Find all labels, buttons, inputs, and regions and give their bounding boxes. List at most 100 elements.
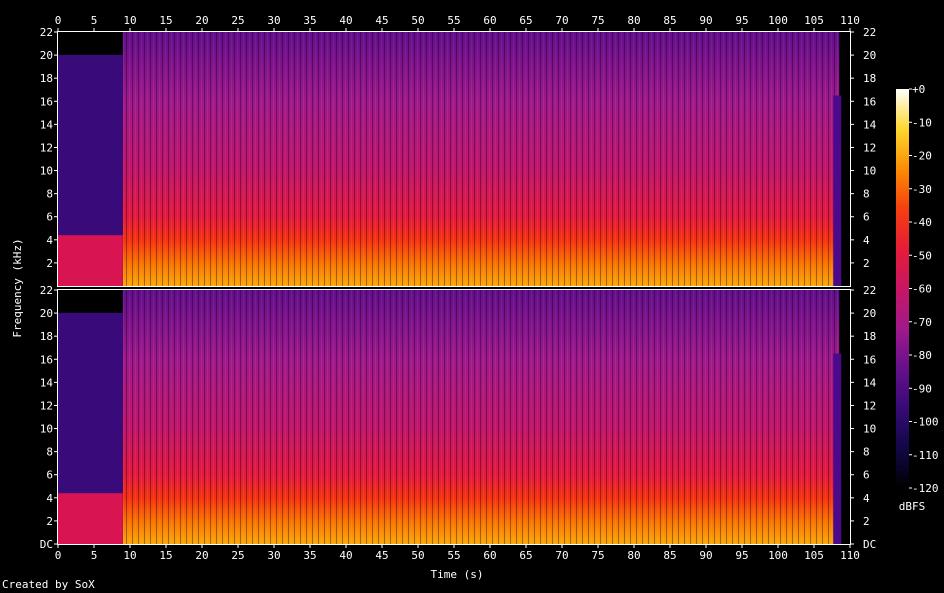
y-tick-label-left: 20 — [40, 49, 53, 62]
x-tick-label-top: 65 — [519, 14, 532, 27]
y-tick-label-right: 22 — [863, 284, 876, 297]
y-tick-label-left: 14 — [40, 376, 54, 389]
y-tick-label-left: 22 — [40, 284, 53, 297]
y-tick-label-left: 22 — [40, 26, 53, 39]
y-tick-label-left: 10 — [40, 423, 53, 436]
x-tick-label-top: 45 — [375, 14, 388, 27]
x-tick-label-top: 50 — [411, 14, 424, 27]
x-tick-label-bottom: 45 — [375, 549, 388, 562]
x-tick-label-top: 80 — [627, 14, 640, 27]
y-tick-label-left: 12 — [40, 141, 53, 154]
y-tick-label-right: 14 — [863, 376, 877, 389]
x-tick-label-top: 35 — [303, 14, 316, 27]
y-tick-label-right: 8 — [863, 446, 870, 459]
x-tick-label-bottom: 15 — [159, 549, 172, 562]
x-tick-label-bottom: 110 — [840, 549, 860, 562]
colorbar-gradient — [896, 89, 909, 488]
colorbar-tick-label: -10 — [912, 116, 932, 129]
x-tick-label-top: 70 — [555, 14, 568, 27]
y-tick-label-left: 8 — [46, 446, 53, 459]
spectrogram-intro-low-band — [58, 493, 123, 544]
x-tick-label-bottom: 50 — [411, 549, 424, 562]
x-tick-label-top: 110 — [840, 14, 860, 27]
x-tick-label-top: 20 — [195, 14, 208, 27]
x-tick-label-top: 90 — [699, 14, 712, 27]
colorbar-tick-label: -80 — [912, 349, 932, 362]
y-tick-label-right: 10 — [863, 165, 876, 178]
x-tick-label-bottom: 65 — [519, 549, 532, 562]
y-tick-label-left: 2 — [46, 257, 53, 270]
colorbar: +0 -10 -20 -30 -40 -50 -60 -70 -80 -90 -100 -110 -12… — [896, 83, 939, 513]
y-tick-label-right: 10 — [863, 423, 876, 436]
y-tick-label-left: 4 — [46, 234, 53, 247]
colorbar-tick-label: -90 — [912, 382, 932, 395]
y-tick-label-right: 4 — [863, 234, 870, 247]
y-tick-label-right: 6 — [863, 211, 870, 224]
colorbar-tick-label: -30 — [912, 183, 932, 196]
credit-text: Created by SoX — [2, 578, 95, 591]
x-tick-label-top: 95 — [735, 14, 748, 27]
x-tick-label-bottom: 60 — [483, 549, 496, 562]
colorbar-tick-label: -120 — [912, 482, 939, 495]
y-tick-label-left: DC — [40, 538, 53, 551]
x-tick-label-top: 10 — [123, 14, 136, 27]
x-tick-label-bottom: 90 — [699, 549, 712, 562]
y-tick-label-left: 2 — [46, 515, 53, 528]
y-tick-label-right: 12 — [863, 141, 876, 154]
spectrogram-texture — [122, 32, 840, 286]
y-tick-label-right: DC — [863, 538, 876, 551]
colorbar-tick-label: -70 — [912, 316, 932, 329]
x-tick-label-bottom: 75 — [591, 549, 604, 562]
y-tick-label-right: 6 — [863, 469, 870, 482]
x-tick-label-bottom: 80 — [627, 549, 640, 562]
y-tick-label-left: 14 — [40, 118, 54, 131]
y-tick-label-right: 20 — [863, 307, 876, 320]
y-tick-label-right: 18 — [863, 330, 876, 343]
x-tick-label-bottom: 35 — [303, 549, 316, 562]
colorbar-tick-label: -100 — [912, 416, 939, 429]
y-tick-label-left: 16 — [40, 353, 53, 366]
spectrogram-tail — [833, 353, 842, 544]
colorbar-tick-label: -50 — [912, 249, 932, 262]
y-tick-label-left: 16 — [40, 95, 53, 108]
x-tick-label-top: 85 — [663, 14, 676, 27]
x-tick-label-top: 40 — [339, 14, 352, 27]
y-tick-label-right: 16 — [863, 95, 876, 108]
x-tick-label-top: 5 — [91, 14, 98, 27]
spectrogram-tail — [833, 95, 842, 286]
x-tick-label-bottom: 5 — [91, 549, 98, 562]
x-tick-label-bottom: 85 — [663, 549, 676, 562]
x-axis-top: 0 5 10 15 20 25 30 35 40 45 50 55 60 65 70 75 80 85 90 95 10… — [55, 14, 860, 32]
y-tick-label-left: 6 — [46, 469, 53, 482]
x-tick-label-top: 75 — [591, 14, 604, 27]
y-tick-label-right: 16 — [863, 353, 876, 366]
y-tick-label-right: 18 — [863, 72, 876, 85]
y-tick-label-right: 8 — [863, 188, 870, 201]
y-tick-label-left: 20 — [40, 307, 53, 320]
x-tick-label-bottom: 10 — [123, 549, 136, 562]
x-tick-label-bottom: 20 — [195, 549, 208, 562]
y-tick-label-right: 2 — [863, 515, 870, 528]
y-tick-label-right: 14 — [863, 118, 877, 131]
y-tick-label-left: 4 — [46, 492, 53, 505]
y-tick-label-left: 18 — [40, 330, 53, 343]
x-tick-label-bottom: 55 — [447, 549, 460, 562]
colorbar-tick-label: +0 — [912, 83, 925, 96]
y-tick-label-left: 18 — [40, 72, 53, 85]
y-tick-label-right: 22 — [863, 26, 876, 39]
x-tick-label-bottom: 95 — [735, 549, 748, 562]
y-tick-label-left: 6 — [46, 211, 53, 224]
x-tick-label-top: 60 — [483, 14, 496, 27]
x-tick-label-top: 0 — [55, 14, 62, 27]
y-tick-label-left: 10 — [40, 165, 53, 178]
x-tick-label-bottom: 105 — [804, 549, 824, 562]
x-tick-label-bottom: 40 — [339, 549, 352, 562]
colorbar-tick-label: -40 — [912, 216, 932, 229]
x-tick-label-bottom: 30 — [267, 549, 280, 562]
x-tick-label-bottom: 100 — [768, 549, 788, 562]
spectrogram-intro-low-band — [58, 235, 123, 286]
colorbar-label: dBFS — [899, 500, 926, 513]
y-tick-label-left: 12 — [40, 399, 53, 412]
